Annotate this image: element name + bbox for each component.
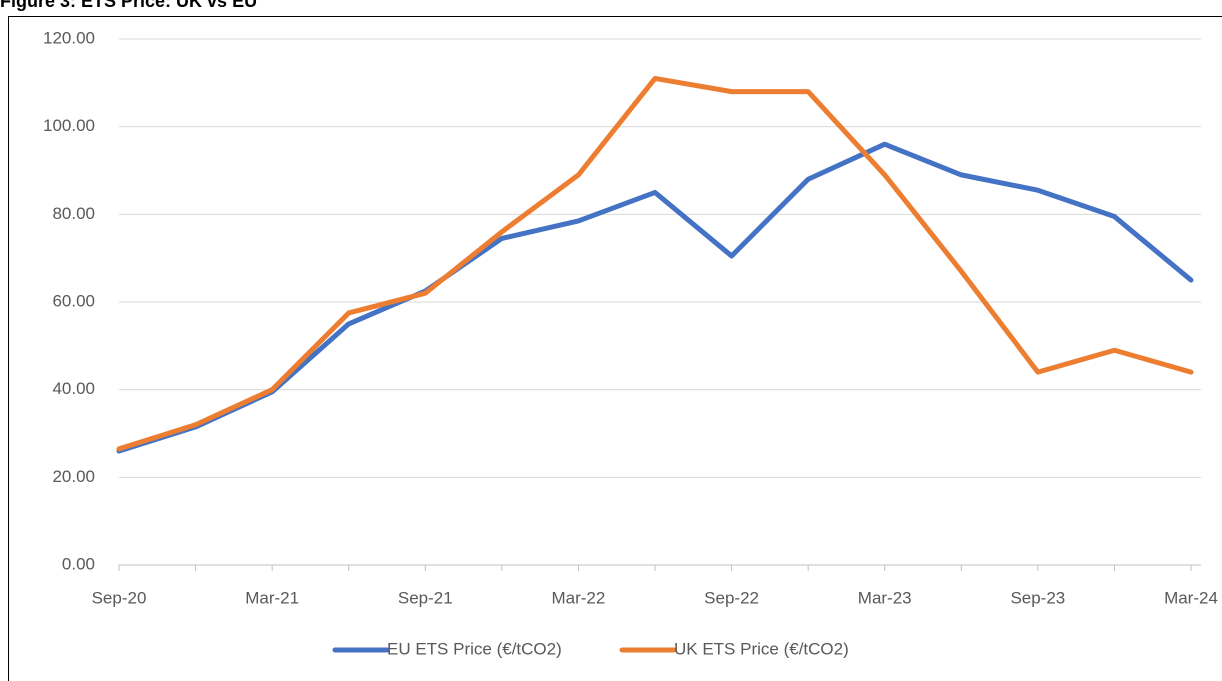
x-tick-label: Mar-21 bbox=[245, 588, 299, 607]
x-tick-label: Sep-22 bbox=[704, 588, 759, 607]
y-tick-label: 0.00 bbox=[62, 554, 95, 573]
chart-frame bbox=[8, 16, 1222, 681]
y-tick-label: 60.00 bbox=[52, 291, 95, 310]
legend-label: UK ETS Price (€/tCO2) bbox=[674, 639, 849, 658]
y-tick-label: 20.00 bbox=[52, 467, 95, 486]
x-tick-label: Mar-22 bbox=[551, 588, 605, 607]
chart-title: Figure 3: ETS Price: UK vs EU bbox=[0, 0, 257, 11]
x-tick-label: Sep-23 bbox=[1010, 588, 1065, 607]
x-tick-label: Sep-20 bbox=[92, 588, 147, 607]
series-line bbox=[116, 141, 1194, 454]
legend-label: EU ETS Price (€/tCO2) bbox=[387, 639, 562, 658]
x-tick-label: Mar-24 bbox=[1164, 588, 1218, 607]
y-tick-label: 100.00 bbox=[43, 116, 95, 135]
x-tick-label: Mar-23 bbox=[858, 588, 912, 607]
x-tick-label: Sep-21 bbox=[398, 588, 453, 607]
y-tick-label: 120.00 bbox=[43, 28, 95, 47]
series-line bbox=[116, 75, 1194, 452]
y-tick-label: 40.00 bbox=[52, 379, 95, 398]
y-tick-label: 80.00 bbox=[52, 204, 95, 223]
